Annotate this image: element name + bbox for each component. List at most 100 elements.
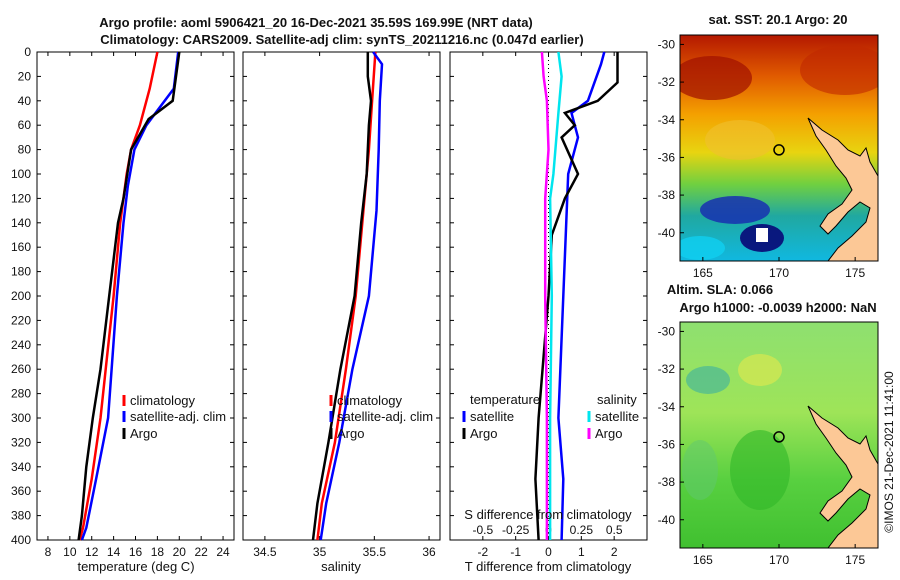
longitude-tick-label: 165 — [693, 266, 713, 280]
sst-map-title: sat. SST: 20.1 Argo: 20 — [709, 12, 848, 27]
latitude-tick-label: -32 — [658, 362, 676, 376]
legend-argo-label: Argo — [337, 426, 364, 441]
sla-low-patch — [686, 366, 730, 394]
t-difference-tick-label: 2 — [611, 545, 618, 559]
salinity-axis: 34.5 35 35.5 36 — [253, 52, 436, 559]
depth-tick-label: 380 — [11, 509, 31, 523]
argo-location-marker — [773, 144, 785, 156]
latitude-tick-label: -40 — [658, 513, 676, 527]
longitude-tick-label: 170 — [769, 553, 789, 567]
depth-tick-label: 40 — [18, 94, 32, 108]
s-difference-tick-label: 0.25 — [570, 523, 594, 537]
latitude-tick-label: -34 — [658, 113, 676, 127]
legend-argo-label: Argo — [130, 426, 157, 441]
depth-tick-label: 180 — [11, 265, 31, 279]
t-difference-xlabel: T difference from climatology — [465, 559, 632, 574]
sst-cold-patch — [700, 196, 770, 224]
latitude-tick-label: -36 — [658, 437, 676, 451]
t-difference-tick-label: 1 — [578, 545, 585, 559]
sst-map-axes: 165 170 175 -30 -32 -34 -36 -38 -40 — [658, 37, 866, 280]
legend-climatology-label: climatology — [337, 393, 403, 408]
temperature-climatology-line — [78, 51, 159, 541]
sst-cool-patch — [680, 236, 725, 260]
latitude-tick-label: -32 — [658, 75, 676, 89]
temperature-tick-label: 14 — [107, 545, 121, 559]
depth-tick-label: 100 — [11, 167, 31, 181]
depth-tick-label: 360 — [11, 484, 31, 498]
difference-legend: temperature salinity satellite Argo sate… — [462, 392, 639, 441]
depth-tick-label: 160 — [11, 240, 31, 254]
legend-satellite-label: satellite-adj. clim — [130, 409, 226, 424]
sla-high-patch — [738, 354, 782, 386]
sla-map-axes: 165 170 175 -30 -32 -34 -36 -38 -40 — [658, 324, 866, 567]
sla-map-title-line2: Argo h1000: -0.0039 h2000: NaN — [679, 300, 876, 315]
temperature-series — [77, 51, 181, 541]
temperature-tick-label: 8 — [45, 545, 52, 559]
legend-climatology-label: climatology — [130, 393, 196, 408]
depth-tick-label: 400 — [11, 533, 31, 547]
temperature-tick-label: 12 — [85, 545, 99, 559]
difference-series — [534, 51, 619, 541]
salinity-tick-label: 34.5 — [253, 545, 277, 559]
depth-tick-label: 120 — [11, 191, 31, 205]
s-diff-satellite-line — [548, 51, 563, 540]
temperature-tick-label: 16 — [129, 545, 143, 559]
sla-low-patch — [682, 440, 718, 500]
sla-field — [680, 322, 878, 548]
latitude-tick-label: -38 — [658, 475, 676, 489]
s-difference-tick-label: 0.5 — [606, 523, 623, 537]
t-diff-argo-line — [534, 52, 619, 541]
sst-warm-patch — [680, 56, 752, 100]
t-difference-axis: -2 -1 0 1 2 — [477, 52, 618, 559]
salinity-tick-label: 35.5 — [363, 545, 387, 559]
depth-tick-label: 220 — [11, 313, 31, 327]
salinity-tick-label: 35 — [313, 545, 327, 559]
temperature-xlabel: temperature (deg C) — [77, 559, 194, 574]
depth-tick-label: 60 — [18, 118, 32, 132]
legend-temperature-title: temperature — [470, 392, 540, 407]
s-difference-tick-label: -0.5 — [472, 523, 493, 537]
figure-title-line1: Argo profile: aoml 5906421_20 16-Dec-202… — [99, 15, 533, 30]
temperature-tick-label: 22 — [194, 545, 208, 559]
t-difference-tick-label: 0 — [545, 545, 552, 559]
legend-salinity-title: salinity — [597, 392, 637, 407]
temperature-axis: 8 10 12 14 16 18 20 22 24 — [45, 52, 230, 559]
depth-tick-label: 320 — [11, 435, 31, 449]
s-difference-axis: -0.5 -0.25 0 0.25 0.5 — [472, 523, 622, 537]
legend-t-argo-label: Argo — [470, 426, 497, 441]
legend-satellite-label: satellite-adj. clim — [337, 409, 433, 424]
salinity-xlabel: salinity — [321, 559, 361, 574]
sla-map-title-line1: Altim. SLA: 0.066 — [667, 282, 773, 297]
depth-tick-label: 280 — [11, 387, 31, 401]
legend-t-satellite-label: satellite — [470, 409, 514, 424]
depth-tick-label: 200 — [11, 289, 31, 303]
sst-warm-patch — [800, 45, 878, 95]
longitude-tick-label: 175 — [845, 553, 865, 567]
depth-axis: 0 20 40 60 80 100 120 140 160 180 200 220 240 260 280 3… — [11, 45, 647, 547]
t-difference-tick-label: -1 — [510, 545, 521, 559]
temperature-tick-label: 20 — [173, 545, 187, 559]
sla-map — [680, 322, 878, 548]
figure-title-line2: Climatology: CARS2009. Satellite-adj cli… — [100, 32, 583, 47]
temperature-argo-line — [77, 51, 181, 541]
longitude-tick-label: 175 — [845, 266, 865, 280]
salinity-climatology-line — [316, 51, 377, 541]
s-difference-tick-label: -0.25 — [502, 523, 530, 537]
latitude-tick-label: -30 — [658, 324, 676, 338]
depth-tick-label: 140 — [11, 216, 31, 230]
latitude-tick-label: -30 — [658, 37, 676, 51]
temperature-tick-label: 10 — [63, 545, 77, 559]
salinity-series — [311, 51, 384, 541]
salinity-plot-frame — [242, 51, 441, 541]
salinity-satellite-line — [319, 51, 384, 541]
longitude-tick-label: 170 — [769, 266, 789, 280]
latitude-tick-label: -34 — [658, 400, 676, 414]
new-zealand-coast — [807, 117, 878, 261]
depth-tick-label: 300 — [11, 411, 31, 425]
temperature-tick-label: 18 — [151, 545, 165, 559]
depth-tick-label: 20 — [18, 69, 32, 83]
depth-tick-label: 260 — [11, 362, 31, 376]
legend-s-argo-label: Argo — [595, 426, 622, 441]
depth-tick-label: 240 — [11, 338, 31, 352]
